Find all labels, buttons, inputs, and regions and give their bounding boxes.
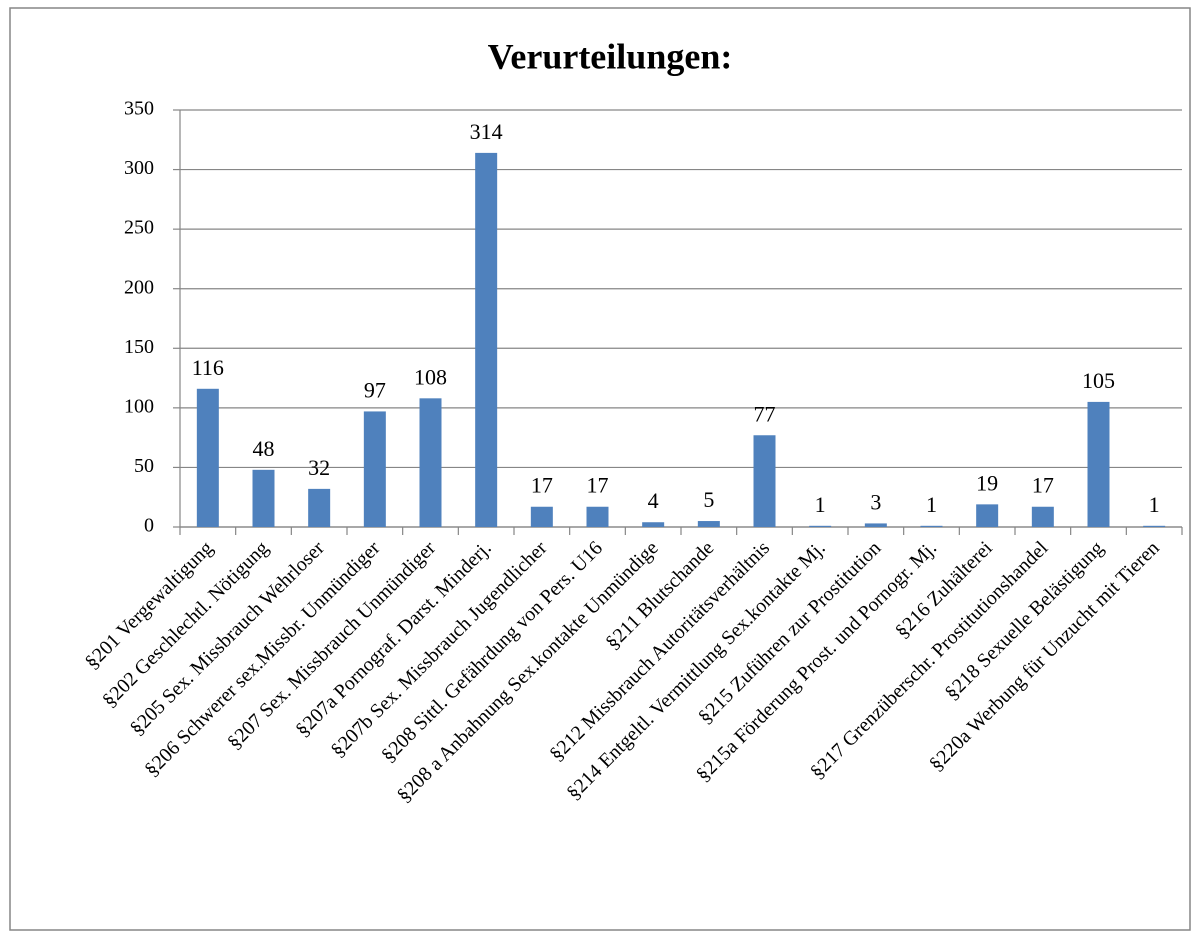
data-label: 32 <box>308 455 330 480</box>
bar <box>1143 525 1166 527</box>
bar <box>1087 401 1110 527</box>
data-label: 314 <box>470 119 503 144</box>
y-tick-label: 150 <box>124 336 154 358</box>
y-tick-label: 350 <box>124 98 154 120</box>
bar <box>753 435 776 527</box>
y-tick-label: 250 <box>124 217 154 239</box>
data-label: 105 <box>1082 368 1115 393</box>
data-label: 4 <box>648 488 659 513</box>
data-label: 5 <box>703 487 714 512</box>
y-tick-label: 200 <box>124 276 154 298</box>
bar <box>530 506 553 527</box>
bar <box>642 522 665 527</box>
bar <box>252 469 275 527</box>
bar <box>864 523 887 527</box>
y-tick-label: 100 <box>124 395 154 417</box>
bar <box>697 521 720 527</box>
data-label: 19 <box>976 470 998 495</box>
bar <box>920 525 943 527</box>
data-label: 17 <box>587 473 609 498</box>
bar <box>196 388 219 527</box>
bar <box>586 506 609 527</box>
data-label: 17 <box>531 473 553 498</box>
data-label: 116 <box>192 355 224 380</box>
y-tick-label: 300 <box>124 157 154 179</box>
y-tick-label: 0 <box>144 515 154 537</box>
bar <box>809 525 832 527</box>
bar <box>1031 506 1054 527</box>
bar <box>475 152 498 528</box>
chart-title: Verurteilungen: <box>488 36 733 76</box>
data-label: 1 <box>1149 492 1160 517</box>
bar <box>976 504 999 527</box>
data-label: 1 <box>926 492 937 517</box>
data-label: 17 <box>1032 473 1054 498</box>
data-label: 3 <box>870 489 881 514</box>
data-label: 48 <box>253 436 275 461</box>
data-label: 108 <box>414 364 447 389</box>
data-label: 97 <box>364 377 386 402</box>
bar <box>419 398 442 527</box>
y-tick-label: 50 <box>134 455 154 477</box>
bar <box>363 411 386 527</box>
data-label: 1 <box>815 492 826 517</box>
data-label: 77 <box>754 401 776 426</box>
bar <box>308 488 331 527</box>
chart-frame <box>9 7 1191 931</box>
